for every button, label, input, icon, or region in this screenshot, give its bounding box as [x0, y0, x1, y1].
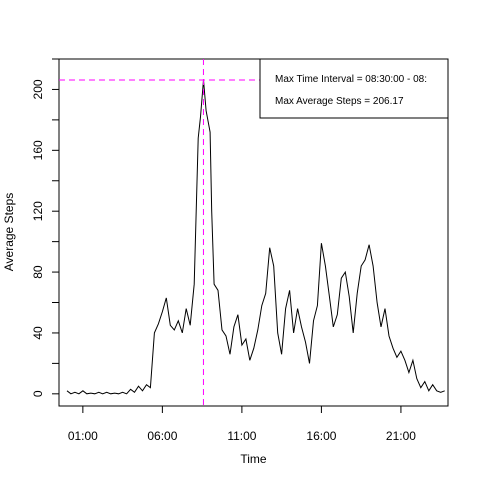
x-tick-label: 01:00 [68, 429, 98, 443]
x-tick-label: 21:00 [386, 429, 416, 443]
y-axis-label: Average Steps [2, 193, 16, 272]
annotation-line-1: Max Time Interval = 08:30:00 - 08: [275, 74, 427, 85]
max-markers [59, 59, 260, 406]
x-tick-label: 06:00 [147, 429, 177, 443]
x-axis: 01:00 06:00 11:00 16:00 21:00 [68, 406, 416, 443]
y-tick-label: 40 [31, 326, 45, 340]
y-axis: 0 40 80 120 160 200 [31, 58, 59, 397]
y-tick-label: 0 [31, 390, 45, 397]
y-tick-label: 120 [31, 201, 45, 221]
x-axis-label: Time [240, 452, 267, 466]
y-tick-label: 160 [31, 140, 45, 160]
x-tick-label: 11:00 [227, 429, 256, 443]
series-layer [66, 79, 445, 395]
plot-frame [58, 58, 449, 407]
series-line [66, 79, 445, 395]
legend-box [259, 58, 449, 119]
y-tick-label: 80 [31, 265, 45, 279]
y-tick-label: 200 [31, 79, 45, 99]
annotation-line-2: Max Average Steps = 206.17 [275, 96, 404, 107]
max-annotation-box: Max Time Interval = 08:30:00 - 08: Max A… [259, 58, 449, 119]
x-tick-label: 16:00 [306, 429, 336, 443]
